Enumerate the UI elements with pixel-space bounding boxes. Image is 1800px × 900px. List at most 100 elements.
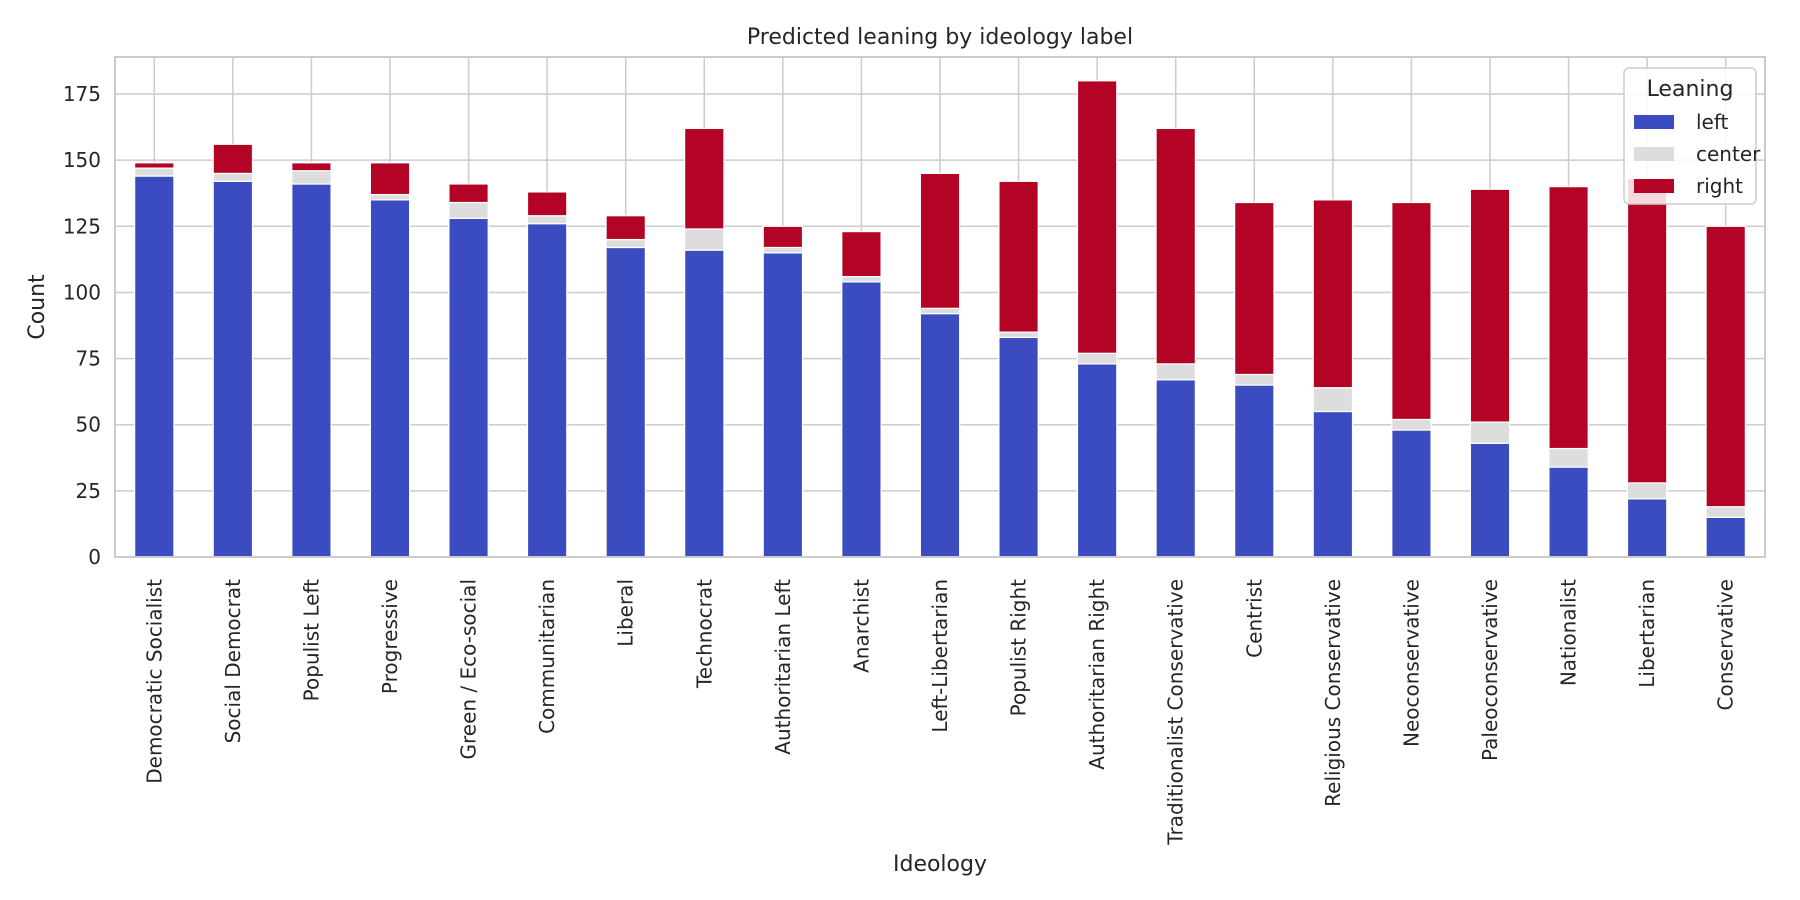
y-tick-label: 150	[63, 148, 101, 172]
x-tick-label: Authoritarian Right	[1085, 579, 1109, 770]
bar-segment-right	[1705, 225, 1746, 508]
y-tick-label: 175	[63, 82, 101, 106]
bar-segment-right	[1312, 199, 1354, 389]
bar-segment-left	[762, 252, 804, 558]
x-tick-label: Conservative	[1714, 579, 1738, 710]
bar-segment-right	[291, 162, 332, 172]
bar-segment-left	[369, 199, 411, 558]
bar-segment-left	[1469, 442, 1511, 558]
x-tick-label: Communitarian	[535, 579, 559, 734]
x-tick-label: Liberal	[614, 579, 638, 647]
bar-segment-right	[134, 162, 175, 169]
bar-segment-left	[1391, 429, 1432, 558]
bar-segment-left	[1548, 466, 1589, 558]
bar-segment-left	[212, 180, 254, 558]
x-tick-label: Nationalist	[1557, 579, 1581, 686]
bar-segment-center	[841, 275, 882, 283]
bar-segment-right	[526, 191, 568, 217]
bar-segment-center	[526, 215, 568, 225]
plot-frame	[114, 56, 1766, 558]
bar-segment-left	[1155, 379, 1196, 558]
bar-segment-center	[1469, 421, 1511, 444]
bar-segment-left	[1312, 410, 1354, 558]
x-tick-label: Authoritarian Left	[771, 579, 795, 755]
legend-label-center: center	[1696, 142, 1761, 166]
bar-segment-right	[1548, 186, 1589, 450]
y-tick-label: 25	[76, 479, 101, 503]
bar-layer	[134, 80, 1746, 558]
bar-segment-right	[1391, 201, 1432, 421]
legend-swatch-right	[1634, 179, 1674, 193]
legend-swatch-center	[1634, 147, 1674, 161]
y-tick-label: 50	[76, 413, 101, 437]
bar-segment-left	[1705, 516, 1746, 558]
bar-segment-center	[1234, 373, 1275, 386]
x-tick-label: Populist Left	[299, 579, 323, 701]
x-tick-label: Traditionalist Conservative	[1164, 579, 1188, 846]
x-tick-label: Technocrat	[692, 579, 716, 689]
x-tick-label: Social Democrat	[221, 579, 245, 744]
legend-swatch-left	[1634, 115, 1674, 129]
bar-segment-center	[1312, 387, 1354, 413]
x-tick-label: Paleoconservative	[1478, 579, 1502, 761]
bar-segment-center	[919, 307, 961, 315]
x-tick-label: Anarchist	[849, 579, 873, 673]
x-tick-label: Libertarian	[1635, 579, 1659, 688]
x-tick-label: Centrist	[1242, 579, 1266, 658]
bar-segment-center	[1705, 506, 1746, 518]
bar-segment-right	[1626, 178, 1668, 484]
bar-segment-center	[369, 193, 411, 201]
bar-segment-center	[684, 228, 725, 251]
bar-segment-center	[1391, 418, 1432, 431]
bar-segment-right	[684, 127, 725, 230]
legend: Leaning left center right	[1623, 67, 1761, 205]
bar-segment-right	[212, 143, 254, 175]
bar-segment-center	[291, 170, 332, 185]
bar-segment-right	[762, 225, 804, 249]
x-tick-label: Progressive	[378, 579, 402, 694]
bar-segment-center	[998, 331, 1039, 339]
bar-segment-right	[1234, 201, 1275, 376]
bar-segment-center	[1548, 447, 1589, 468]
bar-segment-right	[448, 183, 489, 204]
bar-segment-right	[1469, 188, 1511, 423]
bar-segment-left	[605, 246, 646, 558]
bar-segment-left	[526, 223, 568, 558]
legend-box	[1623, 67, 1757, 205]
axis-layer: 0 25 50 75 100 125 150 175 Democratic Socialist S…	[63, 82, 1738, 846]
y-axis-label: Count	[25, 274, 50, 340]
bar-segment-left	[1626, 498, 1668, 558]
bar-segment-right	[919, 172, 961, 309]
bar-segment-right	[1076, 80, 1118, 354]
bar-segment-center	[605, 238, 646, 249]
bar-segment-center	[448, 201, 489, 219]
bar-segment-center	[762, 246, 804, 254]
bar-segment-left	[1234, 384, 1275, 558]
x-tick-label: Green / Eco-social	[457, 579, 481, 760]
x-tick-label: Left-Libertarian	[928, 579, 952, 733]
legend-label-right: right	[1696, 174, 1743, 198]
y-tick-label: 75	[76, 347, 101, 371]
x-tick-label: Neoconservative	[1399, 579, 1423, 747]
x-tick-label: Religious Conservative	[1321, 579, 1345, 807]
bar-segment-right	[605, 215, 646, 241]
bar-segment-left	[134, 175, 175, 558]
y-tick-label: 0	[88, 545, 101, 569]
bar-segment-right	[998, 180, 1039, 333]
x-tick-label: Populist Right	[1007, 579, 1031, 717]
x-tick-label: Democratic Socialist	[142, 579, 166, 784]
x-axis-label: Ideology	[893, 852, 987, 877]
y-tick-label: 100	[63, 280, 101, 304]
chart-title: Predicted leaning by ideology label	[747, 25, 1133, 50]
bar-segment-right	[841, 231, 882, 278]
legend-label-left: left	[1696, 110, 1729, 134]
bar-segment-center	[212, 172, 254, 182]
bar-segment-center	[1155, 363, 1196, 381]
bar-segment-center	[134, 167, 175, 177]
bar-segment-left	[291, 183, 332, 558]
legend-title: Leaning	[1647, 77, 1734, 102]
bar-segment-right	[1155, 127, 1196, 365]
bar-segment-right	[369, 162, 411, 196]
bar-segment-center	[1076, 352, 1118, 365]
